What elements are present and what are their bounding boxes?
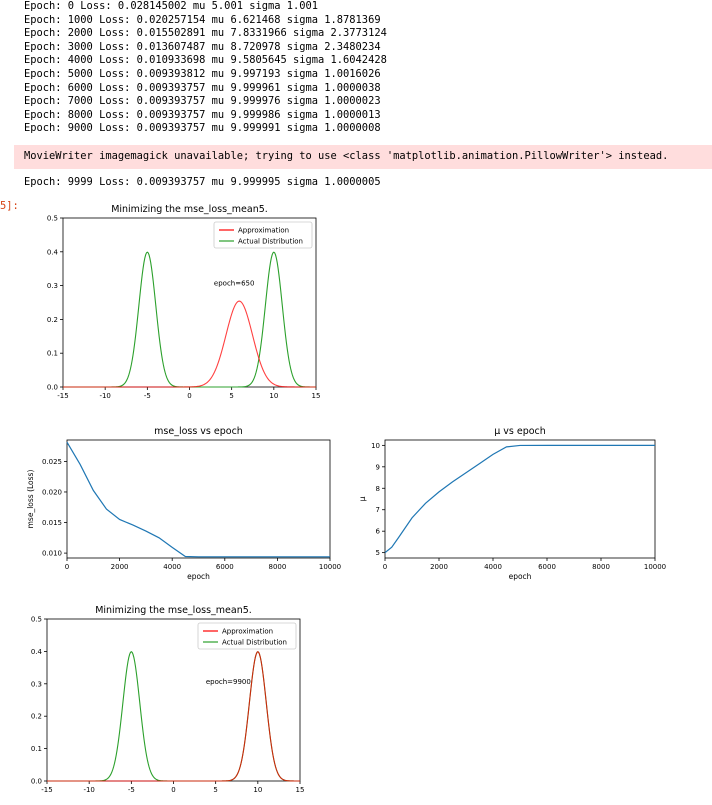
x-tick-label: -15	[41, 786, 52, 794]
y-tick-label: 5	[376, 549, 380, 557]
legend-label: Actual Distribution	[238, 238, 303, 246]
x-tick-label: 4000	[484, 563, 502, 571]
chart-distribution-epoch-650: Minimizing the mse_loss_mean5. -15 -10 -5 0 5…	[47, 204, 321, 400]
log-line: Epoch: 4000 Loss: 0.010933698 mu 9.58056…	[24, 54, 387, 67]
plot-frame	[384, 439, 656, 559]
log-line: Epoch: 0 Loss: 0.028145002 mu 5.001 sigm…	[24, 0, 319, 12]
y-tick-label: 0.0	[47, 384, 58, 392]
x-tick-label: 0	[187, 392, 191, 400]
y-tick-label: 9	[376, 463, 380, 471]
chart-mse-loss-vs-epoch: mse_loss vs epoch 0 2000 4000 6000 8000 10000 0…	[26, 426, 341, 581]
x-tick-label: 10	[253, 786, 262, 794]
log-line: Epoch: 9000 Loss: 0.009393757 mu 9.99999…	[24, 122, 381, 135]
x-tick-label: -10	[99, 392, 110, 400]
y-tick-label: 0.3	[47, 282, 58, 290]
series-line	[66, 441, 330, 558]
x-axis-label: epoch	[187, 572, 210, 581]
chart-mu-vs-epoch: μ vs epoch 0 2000 4000 6000 8000 10000 5 6 7 8 9 10 e…	[358, 426, 666, 581]
chart-title: Minimizing the mse_loss_mean5.	[111, 204, 268, 215]
x-tick-label: 15	[312, 392, 321, 400]
y-tick-label: 0.1	[31, 745, 42, 753]
y-tick-label: 0.5	[47, 215, 58, 223]
y-tick-label: 6	[376, 528, 381, 536]
log-line: Epoch: 7000 Loss: 0.009393757 mu 9.99997…	[24, 95, 381, 108]
y-tick-label: 0.4	[47, 248, 59, 256]
stderr-output: MovieWriter imagemagick unavailable; try…	[14, 145, 712, 169]
output-prompt: 5]:	[0, 200, 19, 212]
y-tick-label: 0.2	[31, 713, 42, 721]
log-line: Epoch: 5000 Loss: 0.009393812 mu 9.99719…	[24, 68, 381, 80]
log-line: Epoch: 8000 Loss: 0.009393757 mu 9.99998…	[24, 108, 381, 121]
chart-title: Minimizing the mse_loss_mean5.	[95, 605, 252, 616]
legend-label: Actual Distribution	[222, 639, 287, 647]
legend-box	[213, 221, 313, 249]
epoch-annotation: epoch=650	[214, 280, 255, 288]
log-line: Epoch: 1000 Loss: 0.020257154 mu 6.62146…	[24, 13, 381, 26]
x-tick-label: 0	[383, 563, 387, 571]
legend-label: Approximation	[222, 628, 273, 636]
y-axis-label: mse_loss (Loss)	[26, 470, 35, 529]
x-tick-label: 5	[229, 392, 233, 400]
y-tick-label: 0.5	[31, 616, 42, 624]
x-tick-label: -5	[144, 392, 151, 400]
x-tick-label: 2000	[111, 563, 129, 571]
legend-label: Approximation	[238, 227, 289, 235]
log-line: Epoch: 6000 Loss: 0.009393757 mu 9.99996…	[24, 81, 381, 94]
series-approximation-line	[63, 300, 316, 388]
final-log-line: Epoch: 9999 Loss: 0.009393757 mu 9.99999…	[24, 176, 381, 188]
x-tick-label: 5	[213, 786, 217, 794]
y-tick-label: 0.020	[42, 488, 62, 496]
x-tick-label: 10000	[319, 563, 341, 571]
x-tick-label: 6000	[538, 563, 556, 571]
series-approximation-line	[47, 651, 300, 782]
y-tick-label: 0.015	[42, 519, 62, 527]
log-line: Epoch: 3000 Loss: 0.013607487 mu 8.72097…	[24, 40, 381, 53]
legend-box	[197, 622, 297, 650]
x-tick-label: -5	[128, 786, 135, 794]
plot-frame	[66, 439, 331, 559]
x-tick-label: 8000	[592, 563, 610, 571]
chart-distribution-epoch-9900: Minimizing the mse_loss_mean5. -15 -10 -5 0 5…	[31, 605, 305, 794]
epoch-annotation: epoch=9900	[206, 678, 251, 686]
y-tick-label: 0.1	[47, 350, 58, 358]
x-tick-label: 4000	[163, 563, 181, 571]
y-tick-label: 0.025	[42, 458, 62, 466]
y-tick-label: 0.3	[31, 680, 42, 688]
y-tick-label: 7	[376, 506, 380, 514]
y-axis-label: μ	[358, 496, 367, 501]
chart-title: mse_loss vs epoch	[154, 426, 243, 437]
chart-title: μ vs epoch	[494, 426, 546, 437]
y-tick-label: 0.0	[31, 778, 42, 786]
x-tick-label: -15	[57, 392, 68, 400]
x-tick-label: 15	[296, 786, 305, 794]
y-tick-label: 0.4	[31, 648, 43, 656]
y-tick-label: 0.010	[42, 550, 62, 558]
x-tick-label: 10	[269, 392, 278, 400]
x-tick-label: -10	[83, 786, 94, 794]
x-tick-label: 0	[65, 563, 69, 571]
y-tick-label: 8	[376, 485, 380, 493]
x-tick-label: 10000	[644, 563, 666, 571]
y-tick-label: 0.2	[47, 316, 58, 324]
x-tick-label: 2000	[430, 563, 448, 571]
x-axis-label: epoch	[509, 572, 532, 581]
x-tick-label: 0	[171, 786, 175, 794]
log-line: Epoch: 2000 Loss: 0.015502891 mu 7.83319…	[24, 27, 387, 40]
warning-text: MovieWriter imagemagick unavailable; try…	[24, 150, 669, 162]
x-tick-label: 8000	[268, 563, 286, 571]
series-line	[384, 444, 655, 554]
x-tick-label: 6000	[216, 563, 234, 571]
y-tick-label: 10	[371, 442, 380, 450]
